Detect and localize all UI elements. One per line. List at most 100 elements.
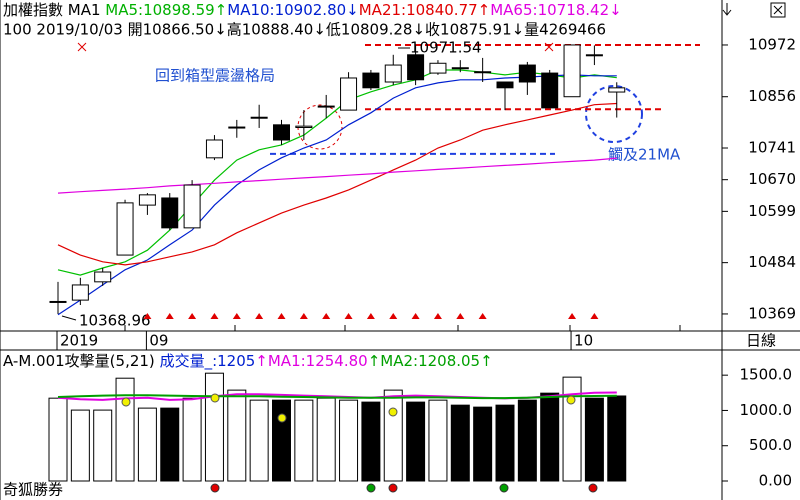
header-item: ↑MA1:1254.80: [255, 352, 367, 370]
volume-bar: [70, 409, 90, 482]
signal-marker: [165, 313, 174, 319]
signal-marker: [478, 313, 487, 319]
indicator-dot: [277, 413, 287, 423]
volume-bar: [249, 399, 269, 482]
candle-body: [362, 72, 380, 89]
volume-bar: [495, 404, 515, 482]
volume-bar: [48, 397, 68, 482]
x-tick-label: 2019: [60, 332, 98, 350]
candle-body: [295, 125, 313, 128]
candle-body: [384, 64, 402, 83]
header-item: MA21:10840.77↑: [359, 1, 490, 19]
low-label-leader: [61, 315, 77, 321]
y-tick-label: 10856: [748, 87, 796, 105]
volume-bar: [316, 397, 336, 482]
candle-body: [138, 194, 156, 206]
volume-header: A-M.001攻擊量(5,21) 成交量_:1205↑MA1:1254.80↑M…: [3, 352, 493, 371]
candle-body: [317, 105, 335, 108]
header-item: MA65:10718.42↓: [490, 1, 621, 19]
volume-bar: [473, 406, 493, 482]
price-subheader: 100 2019/10/03 開10866.50↓高10888.40↓低1080…: [3, 21, 606, 39]
header-item: ↑MA2:1208.05↑: [368, 352, 493, 370]
indicator-dot: [388, 483, 398, 493]
annotation: 觸及21MA: [608, 146, 681, 164]
close-icon: [773, 5, 783, 15]
signal-marker: [210, 313, 219, 319]
indicator-dot: [210, 393, 220, 403]
x-tick-label: 10: [574, 332, 593, 350]
volume-bar: [160, 407, 180, 482]
signal-marker: [456, 313, 465, 319]
signal-marker: [299, 313, 308, 319]
candle-body: [205, 139, 223, 159]
candle-body: [608, 87, 626, 93]
volume-bar: [540, 392, 560, 482]
volume-bar: [361, 401, 381, 482]
candle-body: [161, 197, 179, 229]
header-item: A-M.001攻擊量(5,21): [3, 352, 160, 370]
volume-bar: [182, 397, 202, 482]
y-tick-label: 10599: [748, 202, 796, 220]
candle-body: [563, 44, 581, 98]
candle-body: [71, 284, 89, 301]
header-item: 成交量_:1205: [160, 352, 256, 371]
signal-cross: [77, 42, 554, 52]
volume-bar: [294, 399, 314, 482]
indicator-dot: [566, 395, 576, 405]
y-tick-label: 1000.0: [740, 401, 793, 419]
y-tick-label: 10369: [748, 304, 796, 322]
signal-marker: [590, 313, 599, 319]
indicator-dot: [499, 483, 509, 493]
y-tick-label: 10972: [748, 35, 796, 53]
y-tick-label: 1500.0: [740, 366, 793, 384]
signal-marker: [389, 313, 398, 319]
volume-bar: [428, 399, 448, 482]
signal-marker: [322, 313, 331, 319]
signal-marker: [344, 313, 353, 319]
candle-body: [273, 124, 290, 141]
y-tick-label: 10484: [748, 253, 796, 271]
price-header: 加權指數 MA1 MA5:10898.59↑MA10:10902.80↓MA21…: [3, 1, 622, 19]
signal-marker: [188, 313, 197, 319]
candle-body: [340, 77, 358, 111]
indicator-dot: [210, 483, 220, 493]
volume-bar: [137, 407, 157, 482]
header-item: 加權指數 MA1: [3, 1, 105, 19]
candle-body: [250, 116, 268, 119]
candle-body: [116, 202, 134, 256]
volume-bar: [517, 399, 537, 482]
signal-marker: [255, 313, 264, 319]
volume-bar: [450, 404, 470, 482]
header-item: MA10:10902.80↓: [227, 1, 358, 19]
candle-body: [518, 64, 536, 83]
signal-marker: [568, 313, 577, 319]
y-tick-label: 500.0: [749, 436, 792, 454]
signal-marker: [411, 313, 420, 319]
highlight-circle: [585, 85, 643, 143]
signal-marker: [433, 313, 442, 319]
candle-body: [94, 271, 112, 283]
candle-body: [429, 62, 447, 74]
volume-bar: [204, 372, 224, 482]
annotation: 回到箱型震盪格局: [155, 67, 275, 85]
signal-marker: [232, 313, 241, 319]
header-item: MA5:10898.59↑: [105, 1, 227, 19]
indicator-dot: [366, 483, 376, 493]
volume-bar: [562, 376, 582, 482]
scroll-icon[interactable]: [722, 3, 732, 16]
candle-body: [49, 300, 67, 303]
ma-line: [57, 157, 617, 194]
volume-bar: [115, 377, 135, 482]
volume-bar: [339, 399, 359, 482]
volume-bar: [272, 399, 291, 482]
volume-bar: [93, 409, 113, 482]
y-tick-label: 10741: [748, 139, 796, 157]
signal-marker: [366, 313, 375, 319]
period-label: 日線: [746, 332, 776, 350]
volume-ma-line: [57, 394, 617, 400]
candle-body: [541, 72, 559, 109]
candle-body: [183, 184, 201, 229]
candle-body: [228, 126, 246, 129]
indicator-dot: [388, 407, 398, 417]
